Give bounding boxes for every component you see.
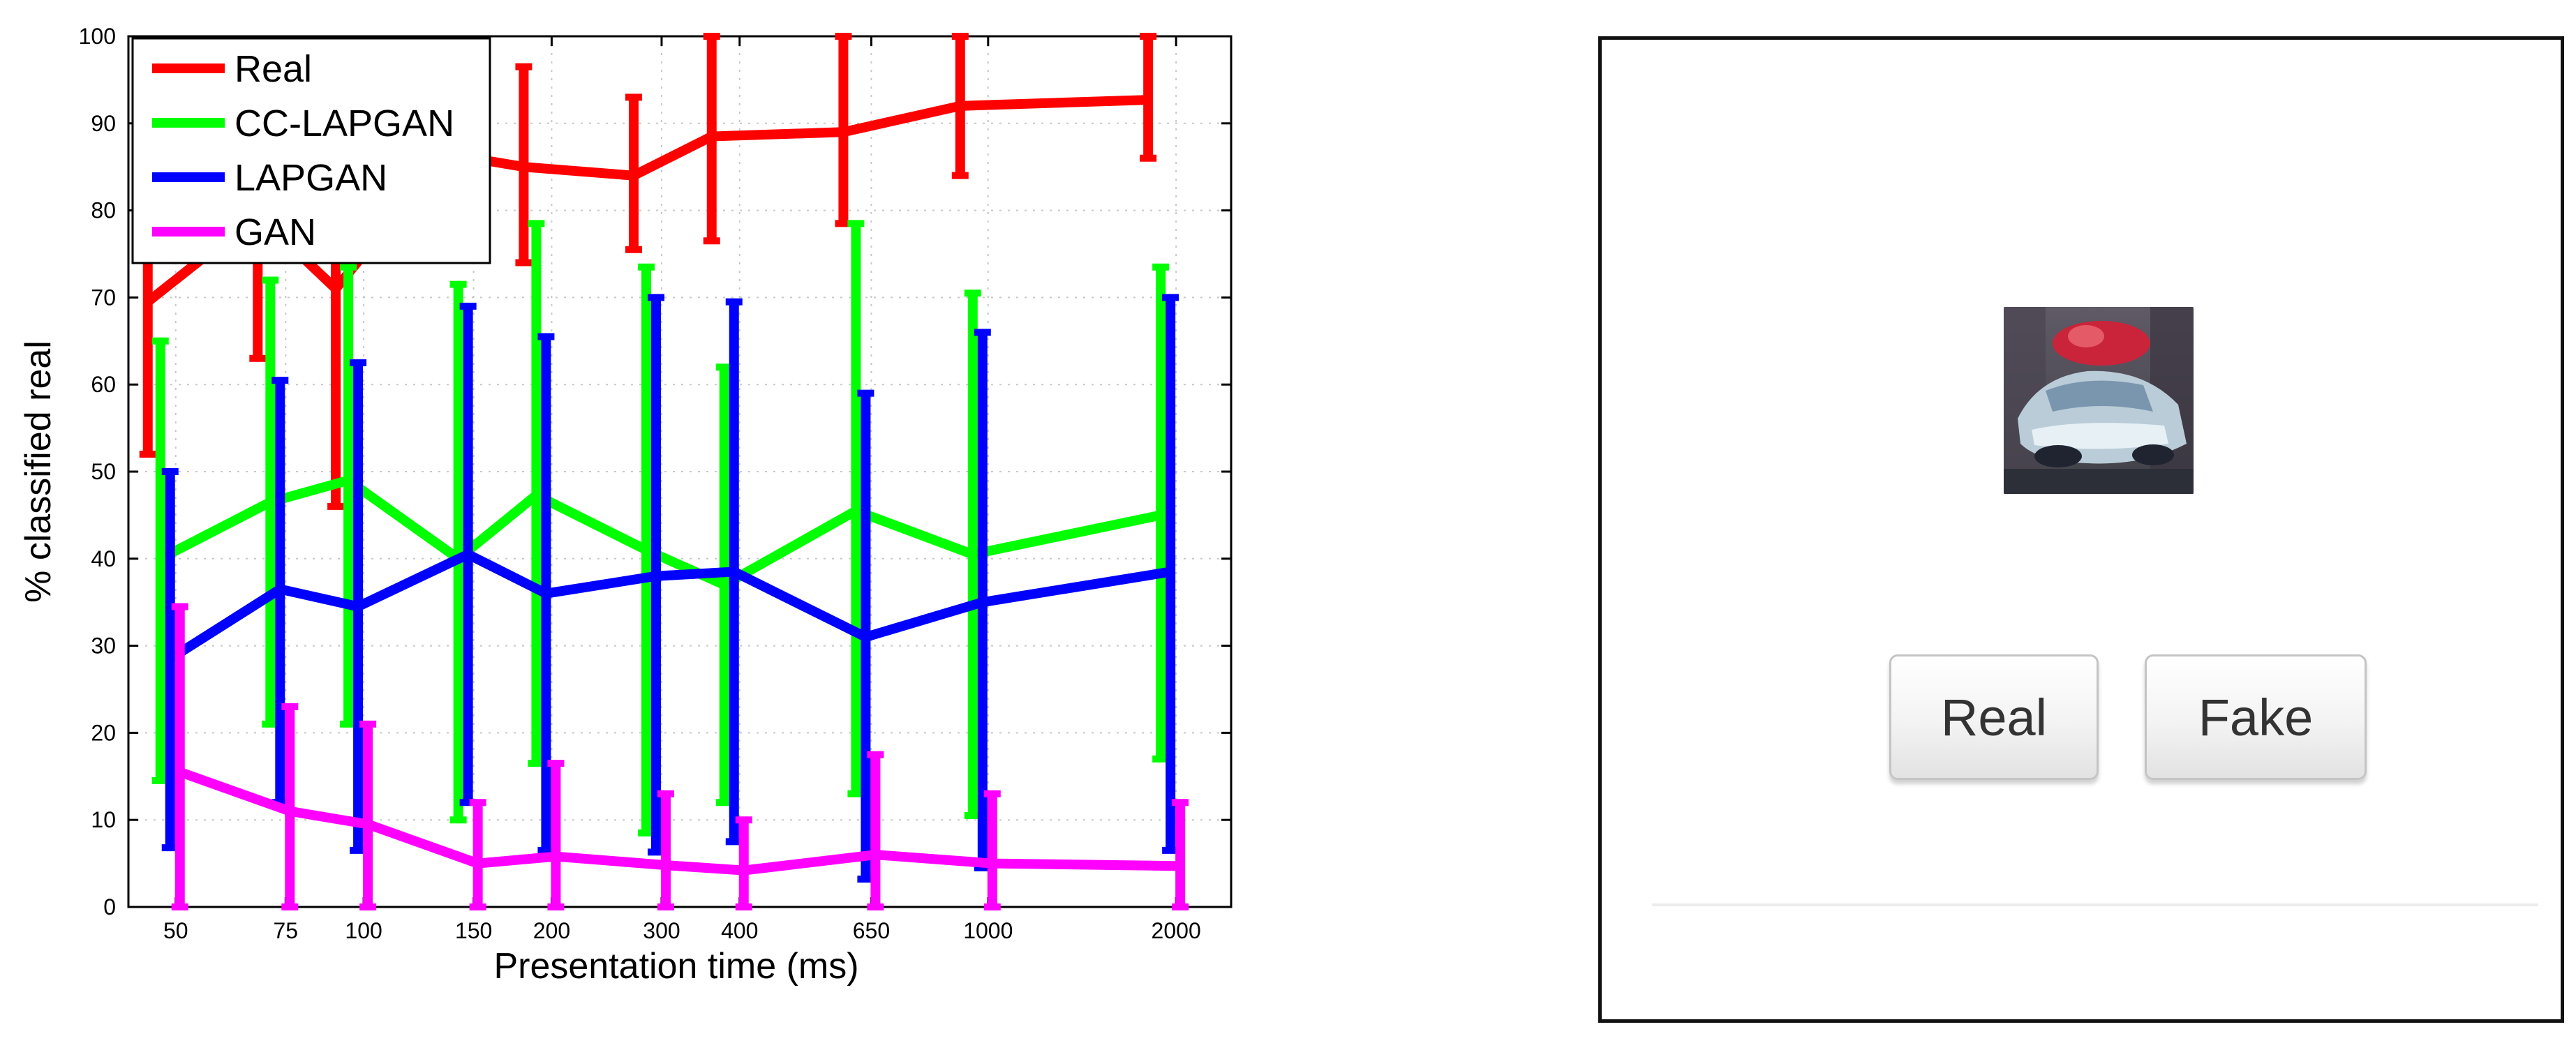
data-point — [982, 601, 983, 603]
series-cc-lapgan — [151, 220, 1170, 836]
series-gan — [171, 603, 1189, 910]
legend-label: GAN — [234, 211, 316, 253]
legend-label: CC-LAPGAN — [234, 103, 454, 144]
y-tick-label: 30 — [91, 633, 116, 659]
data-point — [743, 870, 745, 871]
series-line — [167, 548, 1172, 663]
data-point — [711, 136, 713, 137]
y-tick-label: 100 — [79, 24, 116, 49]
x-tick-label: 150 — [455, 918, 492, 943]
rating-panel: Real Fake — [1598, 36, 2564, 1023]
data-point — [972, 554, 974, 555]
series-line — [178, 767, 1181, 876]
car-thumbnail-icon — [2004, 307, 2194, 494]
sample-image — [2004, 307, 2194, 494]
data-point — [665, 864, 667, 866]
data-point — [842, 131, 844, 133]
data-point — [357, 606, 359, 607]
data-point — [633, 175, 634, 177]
legend: Real CC-LAPGAN LAPGAN GAN — [131, 37, 491, 264]
y-tick-label: 20 — [91, 720, 116, 745]
data-point — [1170, 571, 1171, 573]
divider — [1652, 903, 2538, 906]
y-tick-label: 80 — [91, 198, 116, 223]
real-button[interactable]: Real — [1889, 654, 2099, 780]
legend-label: Real — [234, 48, 312, 90]
data-point — [160, 558, 161, 560]
x-tick-label: 400 — [721, 918, 758, 943]
y-tick-label: 90 — [91, 111, 116, 136]
data-point — [865, 636, 866, 638]
legend-box — [131, 37, 491, 264]
legend-label: LAPGAN — [234, 157, 387, 199]
y-tick-label: 60 — [91, 372, 116, 397]
x-tick-label: 1000 — [963, 918, 1013, 943]
y-tick-label: 40 — [91, 546, 116, 571]
x-axis-label: Presentation time (ms) — [493, 946, 858, 986]
x-tick-label: 200 — [533, 918, 570, 943]
x-tick-label: 50 — [163, 918, 188, 943]
x-tick-label: 300 — [643, 918, 680, 943]
axes: 0 10 20 30 40 50 60 70 80 90 100 50 75 100 150 200 300 40… — [79, 24, 1231, 943]
y-tick-label: 70 — [91, 285, 116, 310]
x-tick-label: 2000 — [1152, 918, 1201, 943]
chart: 0 10 20 30 40 50 60 70 80 90 100 50 75 100 150 200 300 40… — [18, 24, 1233, 986]
data-point — [279, 588, 281, 590]
y-axis-label: % classified real — [18, 340, 59, 603]
data-point — [147, 301, 149, 303]
series-line — [158, 474, 1162, 591]
y-tick-label: 0 — [103, 894, 116, 920]
data-point — [477, 863, 479, 864]
x-tick-label: 650 — [853, 918, 890, 943]
data-point — [348, 479, 349, 481]
fake-button[interactable]: Fake — [2145, 654, 2367, 780]
x-tick-label: 100 — [345, 918, 382, 943]
y-tick-label: 50 — [91, 459, 116, 484]
x-tick-label: 75 — [274, 918, 299, 943]
y-tick-label: 10 — [91, 807, 116, 832]
